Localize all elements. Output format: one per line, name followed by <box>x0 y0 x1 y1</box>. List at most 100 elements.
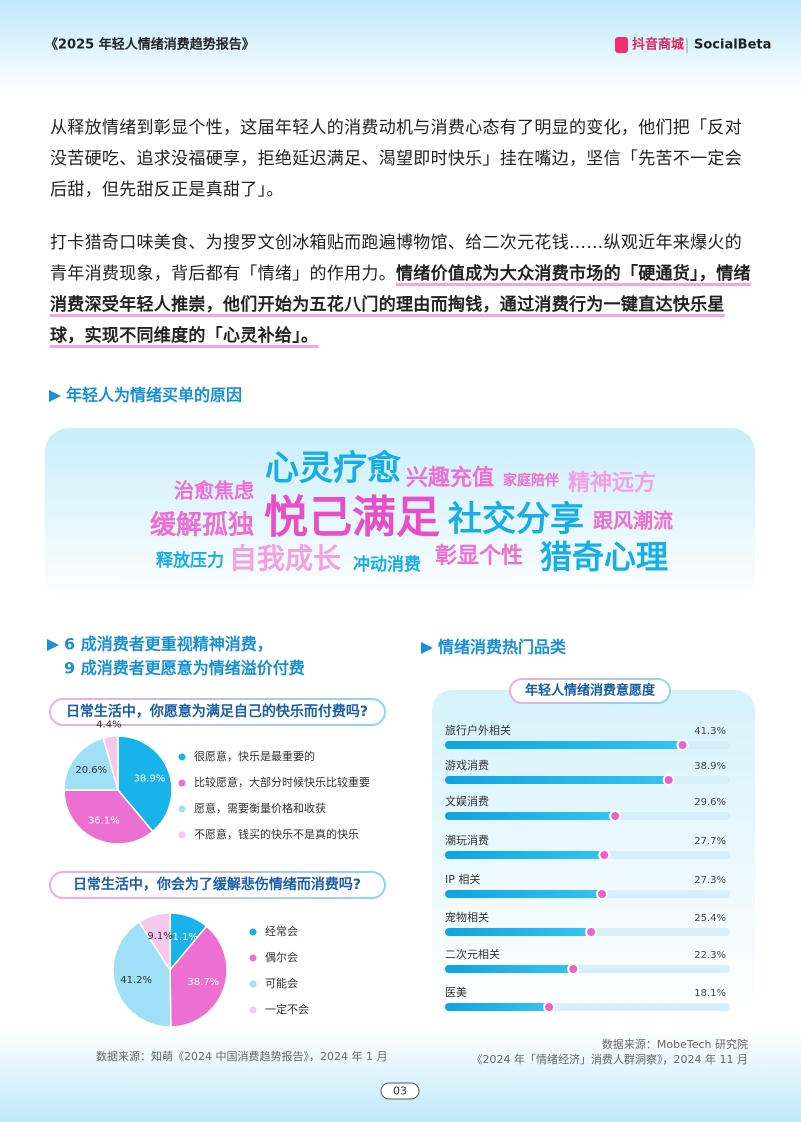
pie-value-label: 4.4% <box>96 720 121 731</box>
bar-end-dot <box>609 810 622 822</box>
word-cloud-panel <box>45 428 755 603</box>
word: 兴趣充值 <box>406 465 494 491</box>
brand: 抖音商城 <box>632 37 684 53</box>
pie-value-label: 20.6% <box>75 765 107 776</box>
bar-end-dot <box>598 849 611 861</box>
legend-label: 偶尔会 <box>265 951 298 964</box>
word: 治愈焦虑 <box>174 479 254 503</box>
bar <box>445 928 592 936</box>
section-heading: 9 成消费者更愿意为情绪溢价付费 <box>64 659 305 678</box>
word: 猎奇心理 <box>540 538 668 576</box>
bar-category: 文娱消费 <box>445 794 489 808</box>
page-number-pill <box>380 1082 420 1100</box>
bar-category: 游戏消费 <box>445 758 489 772</box>
legend-label: 不愿意，钱买的快乐不是真的快乐 <box>194 827 359 841</box>
brand-icon <box>615 37 628 53</box>
legend-label: 很愿意，快乐是最重要的 <box>194 749 315 763</box>
pie-slice <box>63 737 119 791</box>
bar-end-dot <box>595 888 608 900</box>
bar-end-dot <box>585 926 598 938</box>
heading-arrow <box>421 642 433 654</box>
bar <box>445 965 574 973</box>
pie-value-label: 36.1% <box>88 815 120 826</box>
pie-slice <box>169 925 228 1028</box>
pie-slice <box>117 735 173 833</box>
word: 家庭陪伴 <box>503 472 559 489</box>
bar-category: 潮玩消费 <box>445 833 489 847</box>
section-heading: 年轻人为情绪买单的原因 <box>66 386 242 405</box>
pie-slice <box>102 735 119 791</box>
word: 悦己满足 <box>264 492 440 543</box>
paragraph: 从释放情绪到彰显个性，这届年轻人的消费动机与消费心态有了明显的变化，他们把「反对… <box>50 118 742 200</box>
page-number: 03 <box>393 1085 407 1098</box>
section-heading: 情绪消费热门品类 <box>438 638 567 657</box>
source: 数据来源：知萌《2024 中国消费趋势报告》，2024 年 1 月 <box>96 1049 387 1063</box>
bar <box>445 851 605 859</box>
bar-end-dot <box>662 774 675 786</box>
legend-dot <box>178 831 186 839</box>
pie-value-label: 9.1% <box>147 931 172 942</box>
bar-value-label: 25.4% <box>694 913 726 924</box>
bar-end-dot <box>676 739 689 751</box>
pie-value-label: 38.7% <box>187 977 219 988</box>
word: 自我成长 <box>229 542 341 575</box>
pie-value-label: 11.1% <box>166 932 198 943</box>
pie-title: 日常生活中，你愿意为满足自己的快乐而付费吗? <box>66 703 368 720</box>
word: 缓解孤独 <box>150 510 254 541</box>
source: 数据来源：MobeTech 研究院 <box>602 1037 748 1051</box>
pie-value-label: 38.9% <box>134 774 166 785</box>
legend-label: 经常会 <box>265 925 298 938</box>
bar <box>445 1003 550 1011</box>
bar-value-label: 27.3% <box>694 875 726 886</box>
bar-category: IP 相关 <box>445 872 480 886</box>
bar <box>445 812 616 820</box>
bar-value-label: 41.3% <box>694 726 726 737</box>
word: 跟风潮流 <box>593 509 673 533</box>
pie-title-box <box>49 871 386 899</box>
pie-slice <box>112 921 172 1028</box>
bar-value-label: 38.9% <box>694 761 726 772</box>
source: 《2024 年「情绪经济」消费人群洞察》，2024 年 11 月 <box>472 1052 748 1066</box>
pie-slice <box>138 912 171 973</box>
pie-slice <box>63 789 154 845</box>
legend-dot <box>178 779 186 787</box>
word: 精神远方 <box>568 470 656 496</box>
pie-title-box <box>49 698 386 726</box>
legend-label: 可能会 <box>265 976 298 990</box>
bar-category: 二次元相关 <box>445 947 500 961</box>
bar <box>445 741 683 749</box>
word: 彰显个性 <box>435 543 523 569</box>
partner: SocialBeta <box>694 38 771 53</box>
heading-arrow <box>47 639 59 651</box>
highlight-text: 情绪价值成为大众消费市场的「硬通货」，情绪消费深受年轻人推崇，他们开始为五花八门… <box>50 264 751 346</box>
legend-dot <box>249 1006 257 1014</box>
word: 释放压力 <box>156 550 224 571</box>
bar-category: 宠物相关 <box>445 910 489 924</box>
legend-label: 愿意，需要衡量价格和收获 <box>194 801 326 815</box>
bar-value-label: 27.7% <box>694 836 726 847</box>
bar-category: 医美 <box>445 986 467 999</box>
section-heading: 6 成消费者更重视精神消费， <box>64 635 273 654</box>
legend-dot <box>249 928 257 936</box>
word: 社交分享 <box>448 500 584 540</box>
paragraph-text: 打卡猎奇口味美食、为搜罗文创冰箱贴而跑遍博物馆、给二次元花钱……纵观近年来爆火的… <box>50 233 742 284</box>
word: 心灵疗愈 <box>265 449 401 489</box>
bar-value-label: 18.1% <box>694 988 726 999</box>
word: 冲动消费 <box>353 554 421 575</box>
bar-end-dot <box>543 1001 556 1013</box>
header-title: 《2025 年轻人情绪消费趋势报告》 <box>45 37 255 53</box>
bar-category: 旅行户外相关 <box>445 723 511 737</box>
legend-label: 比较愿意，大部分时候快乐比较重要 <box>194 775 370 789</box>
legend-label: 一定不会 <box>265 1002 309 1016</box>
bar-end-dot <box>567 963 580 975</box>
legend-dot <box>249 980 257 988</box>
paragraph: 打卡猎奇口味美食、为搜罗文创冰箱贴而跑遍博物馆、给二次元花钱……纵观近年来爆火的… <box>50 228 756 352</box>
bar-title: 年轻人情绪消费意愿度 <box>525 683 656 699</box>
bar-title-pill <box>509 678 671 704</box>
heading-arrow <box>49 390 61 402</box>
bar <box>445 776 669 784</box>
legend-dot <box>178 753 186 761</box>
bar-value-label: 22.3% <box>694 950 726 961</box>
